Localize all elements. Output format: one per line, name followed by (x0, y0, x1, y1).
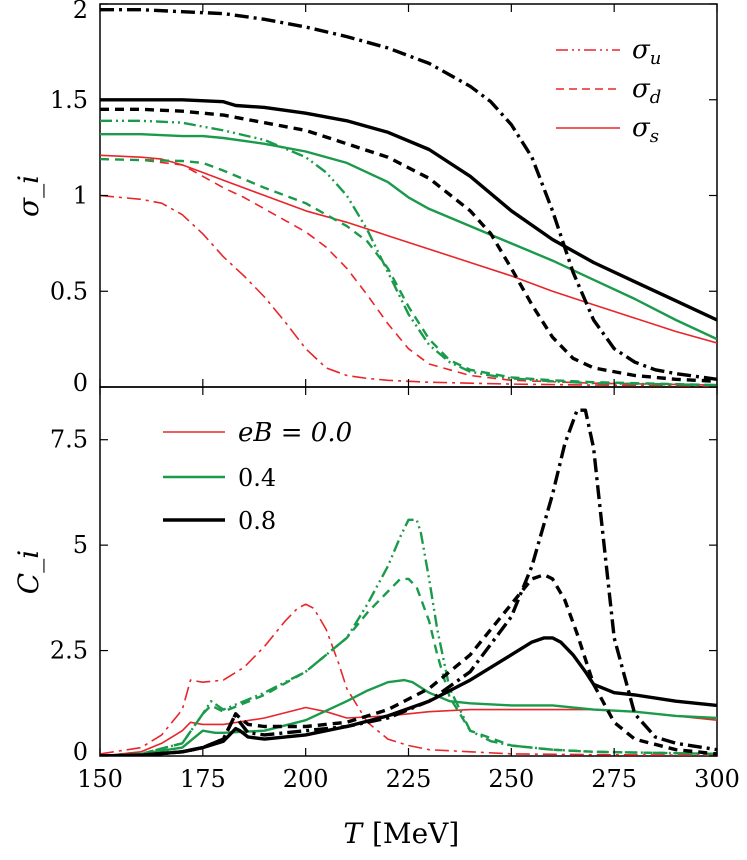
xtick-label-4: 250 (488, 765, 534, 793)
legend-label-sigma-s: σs (632, 113, 659, 147)
xtick-label-3: 225 (386, 765, 432, 793)
bottom-series-line-5 (100, 408, 717, 756)
bottom-ytick-label-2: 5 (73, 531, 88, 559)
top-series-line-2 (100, 154, 717, 344)
xtick-label-6: 300 (694, 765, 740, 793)
top-ytick-label-0: 0 (73, 369, 88, 397)
xtick-label-0: 150 (77, 765, 123, 793)
top-ytick-label-4: 2 (73, 0, 88, 24)
top-panel-series (100, 7, 717, 387)
top-panel-frame (99, 3, 718, 388)
bottom-ytick-label-0: 0 (73, 738, 88, 766)
legend-label-eb-0.8: 0.8 (238, 507, 276, 535)
legend-label-eb-0.0: eB = 0.0 (238, 418, 352, 448)
top-series-line-1 (100, 158, 717, 386)
axis-ticks (99, 3, 718, 757)
legend-label-sigma-d: σd (632, 74, 661, 108)
legend-label-sigma-u: σu (632, 35, 661, 69)
bottom-series-line-2 (100, 518, 717, 756)
bottom-panel-series (100, 408, 717, 756)
top-series-line-3 (100, 119, 717, 387)
axis-tick-labels: 0 0.5 1 1.5 2 0 2.5 5 7.5 150 175 200 225 250 275 300 (50, 0, 740, 793)
top-ytick-label-1: 0.5 (50, 277, 88, 305)
xtick-label-5: 275 (591, 765, 637, 793)
top-ytick-label-2: 1 (73, 182, 88, 210)
x-axis-label-unit: [MeV] (372, 817, 459, 850)
bottom-ytick-label-1: 2.5 (50, 637, 88, 665)
top-series-line-6 (100, 7, 717, 381)
legend-label-eb-0.4: 0.4 (238, 464, 276, 492)
top-ytick-label-3: 1.5 (50, 86, 88, 114)
bottom-series-line-7 (100, 636, 717, 756)
top-series-line-7 (100, 107, 717, 383)
top-y-axis-label: σ_i (12, 175, 45, 217)
bottom-series-line-3 (100, 577, 717, 756)
xtick-label-1: 175 (180, 765, 226, 793)
bottom-series-line-4 (100, 678, 717, 756)
top-series-line-0 (100, 194, 717, 387)
xtick-label-2: 200 (283, 765, 329, 793)
top-series-line-4 (100, 157, 717, 387)
bottom-ytick-label-3: 7.5 (50, 426, 88, 454)
top-series-line-8 (100, 98, 717, 322)
bottom-y-axis-label: C_i (12, 550, 45, 594)
x-axis-label: T [MeV] (343, 817, 459, 850)
bottom-legend: eB = 0.0 0.4 0.8 (163, 418, 352, 535)
top-series-line-5 (100, 133, 717, 341)
x-axis-label-var: T (343, 817, 364, 850)
bottom-series-line-0 (100, 603, 717, 756)
top-legend: σu σd σs (556, 35, 661, 147)
